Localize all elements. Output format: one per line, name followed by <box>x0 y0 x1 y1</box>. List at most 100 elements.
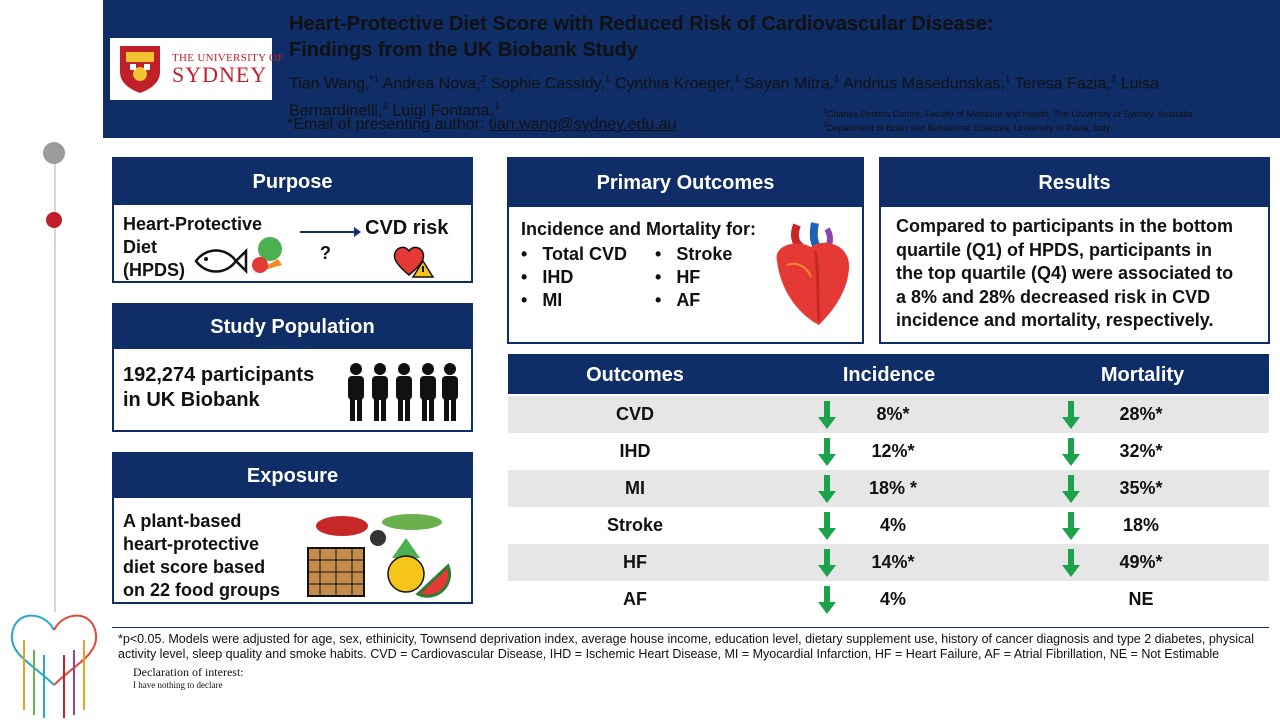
author-name: Luisa Bernardinelli, <box>289 75 1159 120</box>
primary-item-text: MI <box>542 290 563 310</box>
poster-title: Heart-Protective Diet Score with Reduced… <box>289 11 1189 63</box>
down-arrow-icon <box>818 512 836 540</box>
exposure-line: A plant-based <box>123 511 242 531</box>
study-population-card: Study Population 192,274 participants in… <box>112 303 473 432</box>
affil-sup: 2 <box>823 122 827 129</box>
affiliation-1: 1Charles Perkins Centre, Faculty of Medi… <box>823 106 1192 120</box>
primary-item: • AF <box>655 290 701 310</box>
author-name: Cynthia Kroeger, <box>610 75 735 93</box>
exposure-line: diet score based <box>123 557 266 577</box>
cell-mortality: 18% <box>1122 515 1160 535</box>
exposure-card: Exposure A plant-based heart-protective … <box>112 452 473 604</box>
primary-item: • IHD <box>521 267 574 287</box>
cell-incidence: 4% <box>879 515 906 535</box>
results-line: Compared to participants in the bottom <box>896 216 1234 236</box>
author-name: Andrea Nova, <box>379 75 481 93</box>
author-name: Sayan Mitra, <box>739 75 834 93</box>
results-card: Results Compared to participants in the … <box>879 157 1270 344</box>
fish-icon <box>194 247 248 275</box>
primary-lead: Incidence and Mortality for: <box>521 219 757 239</box>
primary-item-text: Stroke <box>676 244 733 264</box>
primary-item-text: HF <box>676 267 701 287</box>
anatomical-heart-icon <box>776 222 850 325</box>
crowd-icon <box>348 363 458 421</box>
down-arrow-icon <box>1062 475 1080 503</box>
author-affil: *1 <box>369 74 380 85</box>
down-arrow-icon <box>1062 549 1080 577</box>
table-row: Stroke 4% 18% <box>508 507 1269 544</box>
study-line: 192,274 participants <box>123 364 315 386</box>
exposure-text: A plant-based heart-protective diet scor… <box>123 510 280 602</box>
author-affil: 1 <box>604 74 611 85</box>
logo-text-big: SYDNEY <box>172 62 268 87</box>
affiliations: 1Charles Perkins Centre, Faculty of Medi… <box>823 106 1192 134</box>
exposure-line: on 22 food groups <box>123 580 280 600</box>
email-line: *Email of presenting author: tian.wang@s… <box>287 116 677 134</box>
author-name: Luigi Fontana, <box>387 102 494 120</box>
primary-item-text: IHD <box>542 267 574 287</box>
title-line-1: Heart-Protective Diet Score with Reduced… <box>289 13 994 35</box>
down-arrow-icon <box>818 401 836 429</box>
email-link[interactable]: tian.wang@sydney.edu.au <box>488 116 677 133</box>
cell-outcome: HF <box>623 552 647 572</box>
declaration-text: I have nothing to declare <box>133 680 223 690</box>
cell-incidence: 14%* <box>871 552 915 572</box>
author-name: Teresa Fazia, <box>1010 75 1111 93</box>
purpose-target: CVD risk <box>365 217 449 239</box>
primary-item-text: AF <box>676 290 701 310</box>
results-line: incidence and mortality, respectively. <box>896 310 1214 330</box>
results-line: a 8% and 28% decreased risk in CVD <box>896 286 1211 307</box>
results-line: the top quartile (Q4) were associated to <box>896 263 1234 283</box>
vegetables-icon <box>252 237 282 273</box>
timeline-dot-red <box>46 212 62 228</box>
table-row: CVD 8%* 28%* <box>508 396 1269 433</box>
purpose-card: Purpose Heart-Protective Diet (HPDS) ? C… <box>112 157 473 283</box>
primary-item: • MI <box>521 290 563 310</box>
footnote-text: *p<0.05. Models were adjusted for age, s… <box>118 632 1254 661</box>
university-crest-icon <box>120 46 160 93</box>
purpose-title: Purpose <box>114 159 471 205</box>
down-arrow-icon <box>1062 401 1080 429</box>
author-affil: 1 <box>493 101 500 113</box>
table-row: AF 4% NE <box>508 581 1269 618</box>
cell-incidence: 18% * <box>868 478 918 498</box>
circuit-heart-icon <box>10 614 98 718</box>
timeline-line <box>54 152 56 612</box>
purpose-diet-label: Heart-Protective Diet (HPDS) <box>123 213 262 282</box>
cell-incidence: 4% <box>879 589 906 609</box>
study-title: Study Population <box>114 305 471 349</box>
cell-outcome: IHD <box>619 441 651 461</box>
affil-text: Department of Brain and Behavioral Scien… <box>826 123 1111 133</box>
primary-list-2: • Stroke • HF • AF <box>655 243 732 312</box>
footnote-divider <box>112 627 1269 628</box>
primary-list-1: • Total CVD • IHD • MI <box>521 243 627 312</box>
results-line: quartile (Q1) of HPDS, participants in <box>896 239 1213 260</box>
cell-outcome: CVD <box>615 404 654 424</box>
cell-mortality: 49%* <box>1119 552 1163 572</box>
author-affil: 1 <box>1004 74 1011 85</box>
purpose-line: (HPDS) <box>123 260 185 280</box>
exposure-title: Exposure <box>114 454 471 498</box>
cell-mortality: NE <box>1128 589 1154 609</box>
cell-mortality: 28%* <box>1119 404 1163 424</box>
results-title: Results <box>881 159 1268 207</box>
down-arrow-icon <box>818 586 836 614</box>
study-text: 192,274 participants in UK Biobank <box>123 363 314 413</box>
author-name: Andrius Masedunskas, <box>839 75 1005 93</box>
header-incidence: Incidence <box>842 364 936 386</box>
exposure-line: heart-protective <box>123 534 260 554</box>
header-outcomes: Outcomes <box>586 364 684 386</box>
author-affil: 1 <box>734 74 740 85</box>
food-basket-icon <box>307 514 452 598</box>
study-line: in UK Biobank <box>123 389 260 411</box>
results-text: Compared to participants in the bottom q… <box>896 215 1233 333</box>
author-name: Sophie Cassidy, <box>486 75 605 93</box>
author-affil: 1 <box>833 74 840 85</box>
cell-outcome: AF <box>623 589 647 609</box>
down-arrow-icon <box>1062 438 1080 466</box>
cell-incidence: 8%* <box>876 404 910 424</box>
cell-incidence: 12%* <box>871 441 915 461</box>
timeline-dot-grey <box>43 142 65 164</box>
heart-warning-icon <box>393 246 435 278</box>
cell-mortality: 32%* <box>1119 441 1163 461</box>
